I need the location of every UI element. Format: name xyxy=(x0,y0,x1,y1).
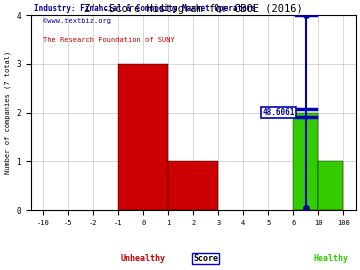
Text: Score: Score xyxy=(193,254,218,263)
Text: Healthy: Healthy xyxy=(313,254,348,263)
Text: 48.6061: 48.6061 xyxy=(262,108,294,117)
Text: The Research Foundation of SUNY: The Research Foundation of SUNY xyxy=(43,37,175,43)
Bar xyxy=(318,161,343,210)
Title: Z''-Score Histogram for CBOE (2016): Z''-Score Histogram for CBOE (2016) xyxy=(84,5,302,15)
Text: ©www.textbiz.org: ©www.textbiz.org xyxy=(43,18,111,24)
Y-axis label: Number of companies (7 total): Number of companies (7 total) xyxy=(4,51,11,174)
Bar xyxy=(293,113,318,210)
Bar xyxy=(168,161,218,210)
Text: Unhealthy: Unhealthy xyxy=(121,254,166,263)
Bar xyxy=(118,64,168,210)
Text: Industry: Financial & Commodity Market Operators: Industry: Financial & Commodity Market O… xyxy=(34,4,256,13)
